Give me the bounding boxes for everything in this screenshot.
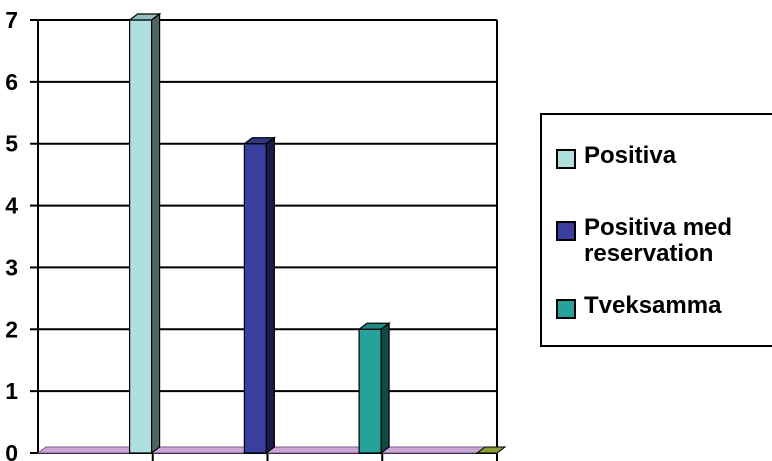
bar-tveksamma-3-front <box>358 328 382 454</box>
bar-tveksamma-3 <box>357 322 391 455</box>
legend-item-positiva: Positiva <box>556 143 772 169</box>
bar-tveksamma-3-side <box>380 322 390 455</box>
y-tick-label-7: 7 <box>5 7 18 33</box>
y-tick-label-1: 1 <box>5 378 18 404</box>
y-tick-label-4: 4 <box>5 193 18 219</box>
legend-label-tveksamma: Tveksamma <box>584 292 722 319</box>
y-tick-label-5: 5 <box>5 131 18 157</box>
bar-positiva-1-side <box>151 12 161 455</box>
bar-positiva-med-reservation-2 <box>242 136 277 455</box>
y-tick-labels: 0 1 2 3 4 5 6 7 <box>5 7 18 461</box>
legend-label-positiva: Positiva <box>584 142 677 169</box>
legend-label-positiva-med-reservation: Positiva med reservation <box>584 214 733 267</box>
bar-positiva-med-reservation-2-front <box>243 143 267 454</box>
legend-swatch-positiva-med-reservation <box>556 221 576 241</box>
legend: Positiva Positiva med reservation Tveksa… <box>540 113 772 347</box>
bar-positiva-1 <box>127 12 162 455</box>
legend-swatch-positiva <box>556 149 576 169</box>
y-tick-label-2: 2 <box>5 316 18 342</box>
legend-swatch-tveksamma <box>556 299 576 319</box>
bars <box>127 12 391 455</box>
y-tick-label-0: 0 <box>5 440 18 461</box>
floor-end-marker <box>475 446 507 454</box>
bar-positiva-med-reservation-2-side <box>265 136 275 455</box>
y-tick-label-3: 3 <box>5 254 18 280</box>
legend-item-positiva-med-reservation: Positiva med reservation <box>556 215 772 267</box>
y-tick-label-6: 6 <box>5 69 18 95</box>
legend-item-tveksamma: Tveksamma <box>556 293 772 319</box>
bar-positiva-1-front <box>129 19 153 454</box>
